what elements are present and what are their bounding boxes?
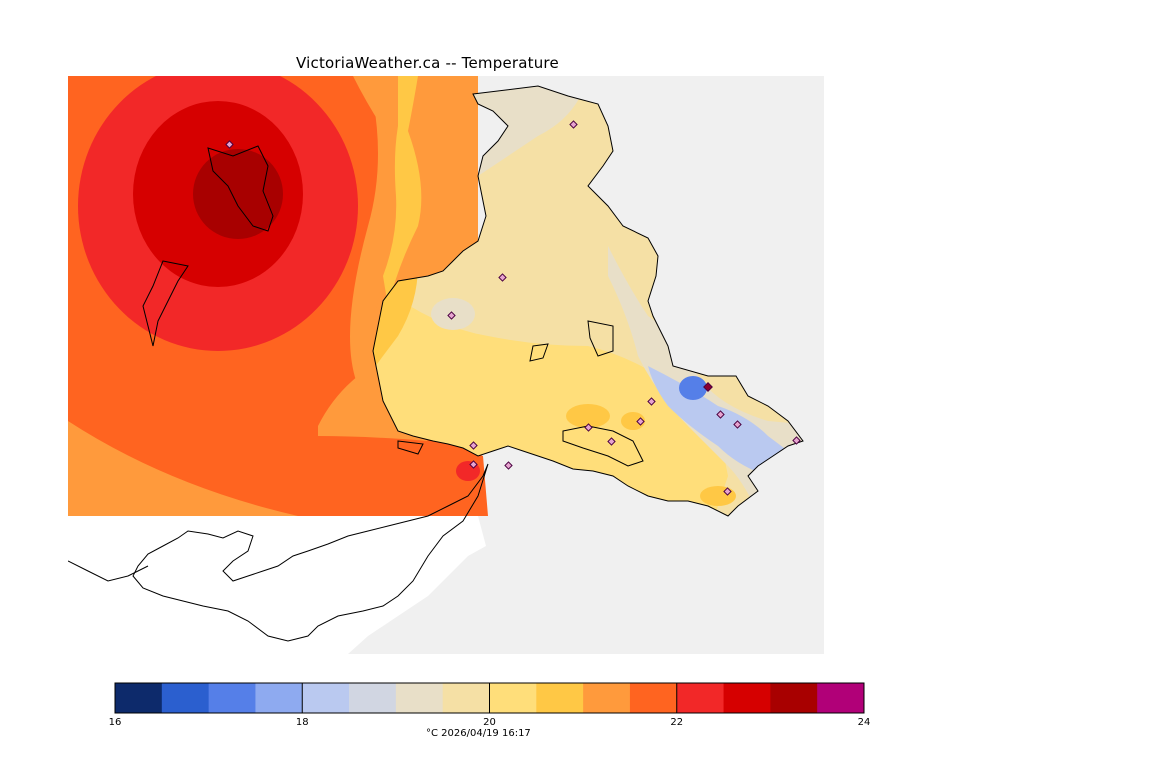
station-marker	[647, 397, 656, 406]
legend-swatch	[583, 683, 631, 713]
station-marker	[498, 273, 507, 282]
station-marker	[607, 437, 616, 446]
station-marker	[225, 140, 234, 149]
station-marker	[469, 460, 478, 469]
station-marker	[569, 120, 578, 129]
legend-tick-label: 16	[108, 717, 122, 728]
coastal-bands	[318, 76, 428, 441]
legend-swatch	[817, 683, 865, 713]
station-marker	[723, 487, 732, 496]
legend-caption: °C 2026/04/19 16:17	[426, 728, 531, 739]
temperature-map	[68, 76, 824, 654]
legend-swatch	[442, 683, 490, 713]
station-marker	[703, 382, 713, 392]
legend-swatch	[676, 683, 725, 713]
temperature-legend	[114, 682, 865, 714]
station-marker	[636, 417, 645, 426]
station-marker	[504, 461, 513, 470]
legend-tick-label: 22	[670, 717, 684, 728]
legend-swatch	[208, 683, 256, 713]
legend-swatch	[489, 683, 537, 713]
legend-tick-label: 20	[483, 717, 496, 728]
legend-tick-label: 18	[295, 717, 309, 728]
legend-swatches	[115, 683, 865, 713]
station-marker	[733, 420, 742, 429]
weather-station-markers	[225, 120, 801, 496]
map-title: VictoriaWeather.ca -- Temperature	[296, 54, 559, 72]
station-marker	[716, 410, 725, 419]
legend-swatch	[536, 683, 584, 713]
station-marker	[469, 441, 478, 450]
legend-swatch	[349, 683, 397, 713]
legend-swatch	[770, 683, 818, 713]
legend-swatch	[302, 683, 350, 713]
legend-ticks	[114, 683, 865, 713]
station-marker	[584, 423, 593, 432]
legend-swatch	[161, 683, 210, 713]
coastlines	[68, 85, 804, 642]
legend-swatch	[629, 683, 678, 713]
no-data-region	[68, 516, 486, 654]
legend-swatch	[115, 683, 163, 713]
legend-tick-label: 24	[857, 717, 871, 728]
legend-swatch	[255, 683, 303, 713]
legend-swatch	[723, 683, 771, 713]
legend-swatch	[395, 683, 444, 713]
station-marker	[792, 436, 801, 445]
station-marker	[447, 311, 456, 320]
